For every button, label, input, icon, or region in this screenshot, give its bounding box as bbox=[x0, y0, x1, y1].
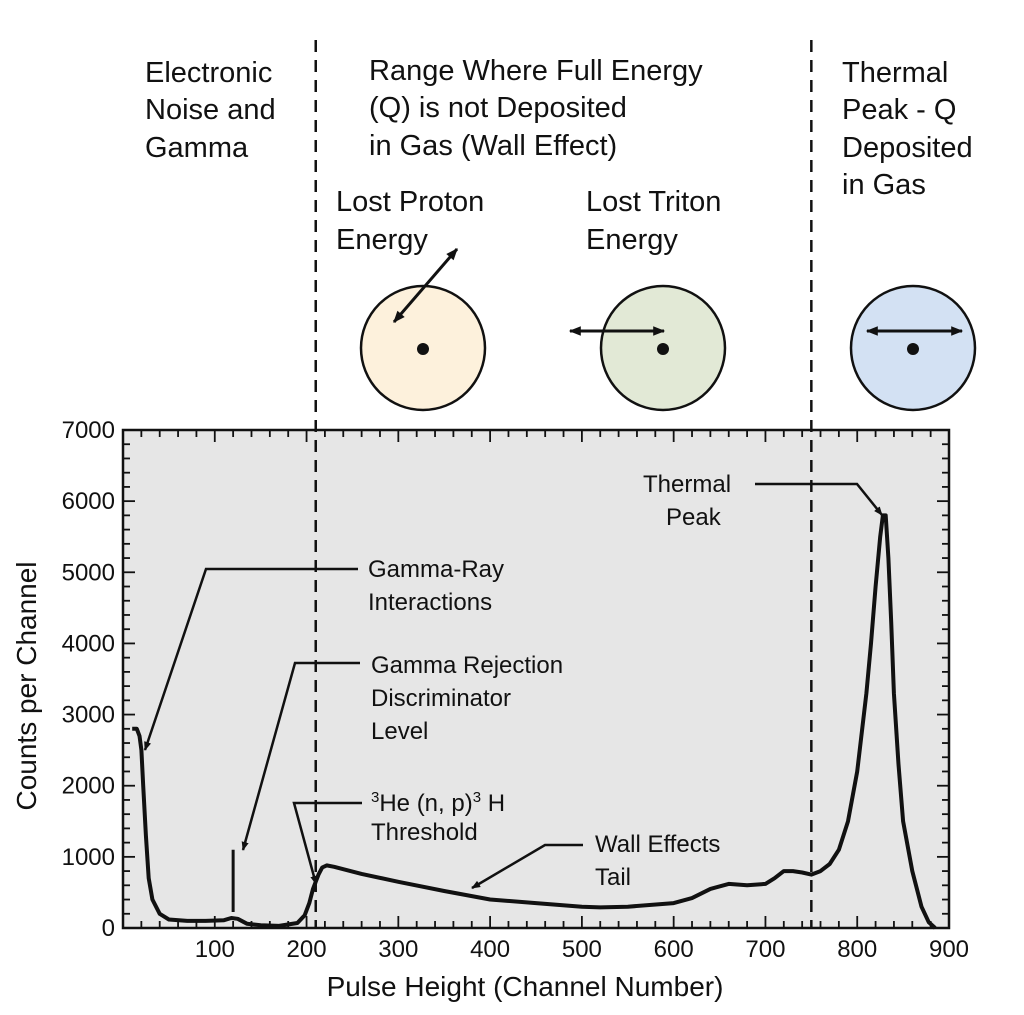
x-tick-label: 300 bbox=[378, 936, 418, 963]
triton-label: Lost Triton Energy bbox=[586, 186, 729, 256]
proton-arrow bbox=[392, 248, 459, 323]
axis-ticks bbox=[122, 429, 950, 929]
y-tick-label: 7000 bbox=[62, 417, 115, 444]
header-left-text: Electronic Noise and Gamma bbox=[145, 57, 284, 164]
thermal-peak-leader bbox=[755, 482, 883, 516]
gamma-rejection-label-line: Discriminator bbox=[371, 685, 511, 712]
x-tick-label: 200 bbox=[287, 936, 327, 963]
y-tick-label: 4000 bbox=[62, 630, 115, 657]
gamma-rejection-label-line: Gamma Rejection bbox=[371, 652, 563, 679]
proton-label-line: Energy bbox=[336, 224, 428, 256]
header-middle-line: in Gas (Wall Effect) bbox=[369, 130, 617, 162]
x-tick-label: 600 bbox=[654, 936, 694, 963]
x-tick-label: 700 bbox=[745, 936, 785, 963]
x-tick-label: 400 bbox=[470, 936, 510, 963]
gamma-ray-label-line: Interactions bbox=[368, 589, 492, 616]
thermal-center-dot bbox=[907, 343, 919, 355]
threshold-text: He (n, p) bbox=[379, 790, 472, 817]
y-tick-label: 1000 bbox=[62, 844, 115, 871]
y-axis-label: Counts per Channel bbox=[11, 561, 42, 810]
header-middle-line: Range Where Full Energy bbox=[369, 55, 703, 87]
threshold-leader bbox=[292, 801, 362, 885]
y-tick-label: 2000 bbox=[62, 773, 115, 800]
thermal-peak-label: Thermal Peak bbox=[643, 471, 738, 531]
plot-area bbox=[121, 428, 951, 930]
header-middle-line: (Q) is not Deposited bbox=[369, 92, 627, 124]
wall-effects-label-line: Tail bbox=[595, 864, 631, 891]
threshold-text: H bbox=[481, 790, 505, 817]
proton-label: Lost Proton Energy bbox=[336, 186, 492, 256]
x-tick-label: 100 bbox=[195, 936, 235, 963]
y-tick-label: 0 bbox=[102, 915, 115, 942]
x-tick-label: 900 bbox=[929, 936, 969, 963]
y-tick-label: 3000 bbox=[62, 702, 115, 729]
gamma-ray-label: Gamma-Ray Interactions bbox=[368, 556, 511, 616]
wall-effects-label: Wall Effects Tail bbox=[595, 831, 727, 891]
thermal-peak-label-line: Peak bbox=[666, 504, 722, 531]
wall-effects-leader bbox=[471, 843, 583, 890]
threshold-line2: Threshold bbox=[371, 819, 478, 846]
triton-label-line: Lost Triton bbox=[586, 186, 721, 218]
header-left-line: Noise and bbox=[145, 94, 276, 126]
proton-label-line: Lost Proton bbox=[336, 186, 484, 218]
x-tick-label: 500 bbox=[562, 936, 602, 963]
y-tick-label: 5000 bbox=[62, 559, 115, 586]
tick-labels: 100 200 300 400 500 600 700 800 900 0 1000 2000 3000… bbox=[62, 417, 969, 963]
header-left-line: Gamma bbox=[145, 132, 249, 164]
x-tick-label: 800 bbox=[837, 936, 877, 963]
wall-effects-label-line: Wall Effects bbox=[595, 831, 720, 858]
threshold-sup: 3 bbox=[371, 789, 379, 806]
gamma-rejection-label: Gamma Rejection Discriminator Level bbox=[371, 652, 570, 745]
spectrum-line bbox=[132, 513, 937, 930]
triton-center-dot bbox=[657, 343, 669, 355]
header-middle-text: Range Where Full Energy (Q) is not Depos… bbox=[369, 55, 711, 162]
gamma-rejection-label-line: Level bbox=[371, 718, 428, 745]
header-right-line: Deposited bbox=[842, 132, 973, 164]
triton-label-line: Energy bbox=[586, 224, 678, 256]
gamma-ray-leader bbox=[143, 567, 358, 751]
gamma-rejection-leader bbox=[241, 661, 360, 851]
header-right-line: Thermal bbox=[842, 57, 948, 89]
proton-center-dot bbox=[417, 343, 429, 355]
thermal-peak-label-line: Thermal bbox=[643, 471, 731, 498]
header-right-line: in Gas bbox=[842, 169, 926, 201]
x-axis-label: Pulse Height (Channel Number) bbox=[327, 971, 724, 1002]
gamma-ray-label-line: Gamma-Ray bbox=[368, 556, 504, 583]
threshold-label: 3He (n, p)3 H Threshold bbox=[371, 789, 512, 846]
header-left-line: Electronic bbox=[145, 57, 272, 89]
threshold-sup: 3 bbox=[473, 789, 481, 806]
header-right-text: Thermal Peak - Q Deposited in Gas bbox=[842, 57, 981, 201]
header-right-line: Peak - Q bbox=[842, 94, 956, 126]
y-tick-label: 6000 bbox=[62, 488, 115, 515]
